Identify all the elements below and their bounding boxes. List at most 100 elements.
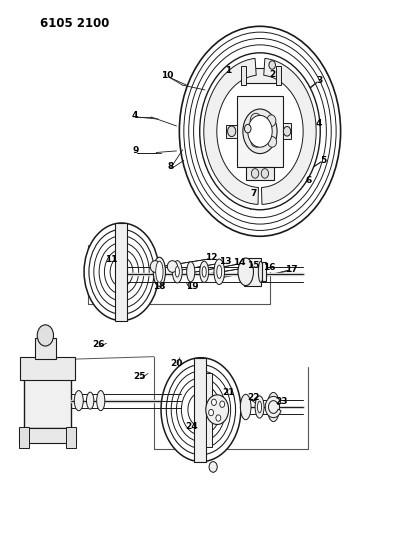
Ellipse shape: [240, 394, 250, 419]
Text: 12: 12: [204, 253, 217, 262]
Text: 6: 6: [305, 175, 311, 184]
Text: 7: 7: [250, 189, 256, 198]
Ellipse shape: [237, 258, 253, 286]
Ellipse shape: [261, 168, 268, 178]
Text: 22: 22: [246, 393, 258, 402]
Circle shape: [171, 371, 230, 448]
Circle shape: [179, 26, 340, 236]
Ellipse shape: [251, 168, 258, 178]
Text: 2: 2: [268, 70, 275, 79]
Circle shape: [268, 61, 275, 69]
Circle shape: [94, 236, 149, 308]
Circle shape: [37, 325, 54, 346]
Ellipse shape: [250, 136, 262, 147]
Bar: [19, 428, 76, 443]
Text: 13: 13: [218, 257, 231, 265]
Text: 3: 3: [315, 76, 321, 85]
Ellipse shape: [257, 401, 261, 413]
Ellipse shape: [86, 392, 94, 409]
Circle shape: [187, 393, 213, 426]
Circle shape: [89, 229, 154, 314]
Circle shape: [283, 126, 290, 136]
Circle shape: [188, 38, 330, 224]
Circle shape: [115, 264, 127, 280]
Text: 15: 15: [246, 261, 258, 270]
Circle shape: [104, 249, 138, 294]
Bar: [193, 358, 205, 462]
Text: 1: 1: [225, 66, 231, 75]
Text: 25: 25: [133, 372, 146, 381]
Text: 24: 24: [185, 422, 198, 431]
Text: 16: 16: [263, 263, 275, 272]
Ellipse shape: [153, 257, 165, 286]
Text: 6105 2100: 6105 2100: [40, 17, 109, 30]
Text: 4: 4: [131, 111, 138, 120]
Bar: [243, 258, 260, 286]
Ellipse shape: [150, 261, 160, 272]
Circle shape: [176, 378, 225, 441]
Text: 18: 18: [153, 282, 165, 291]
Text: 14: 14: [233, 259, 245, 267]
Bar: [240, 66, 245, 85]
Circle shape: [211, 399, 216, 406]
Text: 4: 4: [315, 119, 321, 128]
Text: 21: 21: [222, 388, 234, 397]
Circle shape: [205, 395, 228, 424]
Bar: [20, 357, 74, 381]
Circle shape: [219, 401, 224, 407]
Wedge shape: [265, 397, 281, 418]
Bar: [205, 373, 211, 447]
Ellipse shape: [186, 262, 194, 282]
Bar: [19, 427, 29, 448]
Bar: [35, 338, 55, 359]
Text: 10: 10: [161, 71, 173, 80]
Circle shape: [227, 126, 235, 136]
Bar: [261, 262, 265, 281]
Ellipse shape: [172, 261, 182, 283]
Circle shape: [193, 45, 326, 217]
Ellipse shape: [202, 266, 206, 277]
Ellipse shape: [175, 266, 179, 277]
Bar: [236, 95, 283, 167]
Circle shape: [99, 243, 144, 301]
Text: 5: 5: [319, 156, 326, 165]
Circle shape: [244, 124, 250, 133]
Bar: [275, 66, 280, 85]
Ellipse shape: [74, 391, 83, 411]
Wedge shape: [261, 59, 315, 205]
Ellipse shape: [249, 114, 261, 128]
Text: 11: 11: [105, 255, 117, 264]
Text: 20: 20: [170, 359, 182, 367]
Text: 17: 17: [284, 265, 297, 273]
Circle shape: [247, 115, 272, 147]
Ellipse shape: [254, 396, 263, 418]
Circle shape: [216, 415, 220, 421]
Circle shape: [161, 358, 240, 462]
Ellipse shape: [199, 261, 208, 282]
Ellipse shape: [267, 392, 279, 422]
Circle shape: [181, 384, 220, 435]
Ellipse shape: [213, 259, 224, 285]
Text: 19: 19: [185, 282, 198, 291]
Text: 8: 8: [167, 163, 173, 171]
Circle shape: [110, 257, 133, 287]
Bar: [283, 123, 290, 139]
Text: 23: 23: [274, 397, 287, 406]
Bar: [245, 167, 274, 180]
Bar: [65, 427, 76, 448]
Circle shape: [166, 365, 235, 455]
Circle shape: [208, 409, 213, 416]
Circle shape: [242, 109, 276, 154]
Text: 26: 26: [92, 341, 104, 350]
Ellipse shape: [266, 115, 275, 126]
Bar: [24, 359, 70, 428]
Ellipse shape: [267, 136, 276, 147]
Ellipse shape: [216, 265, 221, 278]
Wedge shape: [203, 59, 258, 205]
Ellipse shape: [155, 261, 163, 282]
Circle shape: [199, 53, 319, 210]
Ellipse shape: [167, 261, 177, 272]
Ellipse shape: [97, 391, 105, 411]
Bar: [115, 223, 126, 320]
Bar: [226, 125, 236, 138]
